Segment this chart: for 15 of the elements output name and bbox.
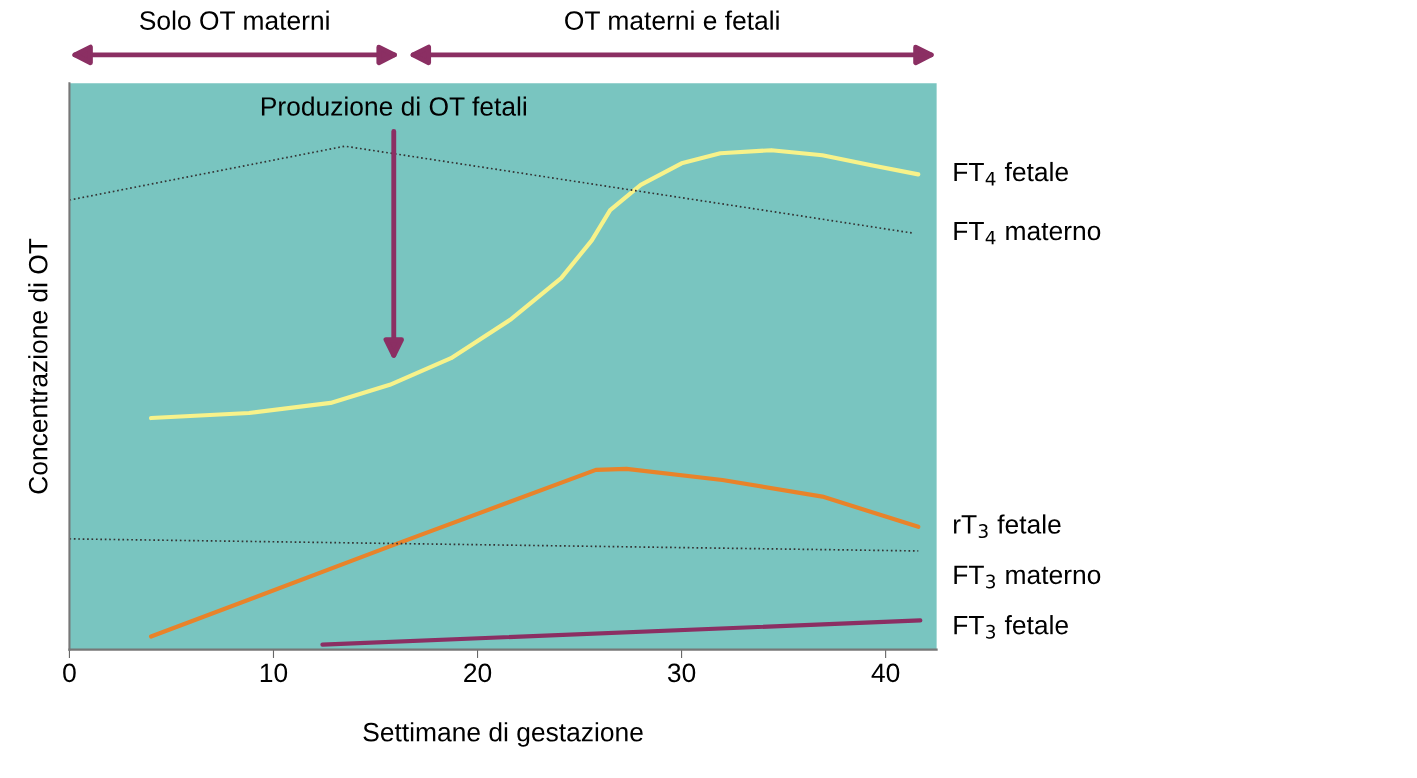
y-axis-title: Concentrazione di OT [28,238,48,494]
text: Produzione di OT fetali [261,96,526,116]
x-tick-label: 40 [871,663,900,683]
series-label: FT$_{4}$ fetale [954,161,1068,186]
text: Solo OT materni [140,10,329,30]
series-label: FT$_{3}$ materno [954,565,1101,589]
x-tick-label: 20 [464,663,492,683]
series-label: FT$_{3}$ fetale [954,615,1068,639]
text: OT materni e fetali [565,10,779,30]
series-label: FT$_{4}$ materno [954,221,1101,245]
x-axis-title: Settimane di gestazione [363,722,643,747]
series-label: rT$_{3}$ fetale [954,514,1061,539]
x-tick-label: 0 [63,663,76,683]
x-tick-label: 30 [667,663,696,683]
x-tick-label: 10 [260,663,288,683]
